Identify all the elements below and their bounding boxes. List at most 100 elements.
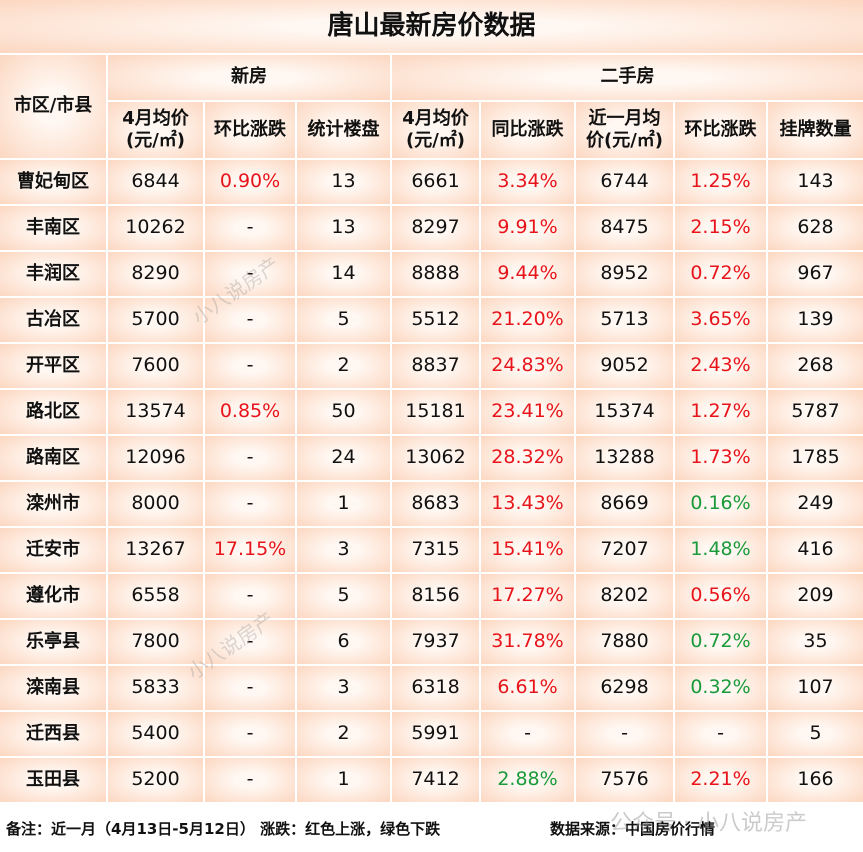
table-cell: - <box>675 712 766 756</box>
table-cell: 23.41% <box>481 390 574 434</box>
table-title: 唐山最新房价数据 <box>0 0 863 53</box>
column-header: 挂牌数量 <box>768 102 863 158</box>
district-name: 迁西县 <box>0 712 106 756</box>
table-cell: 5 <box>768 712 863 756</box>
table-cell: 5833 <box>108 666 203 710</box>
table-cell: 2.15% <box>675 206 766 250</box>
table-cell: 8888 <box>392 252 479 296</box>
table-cell: 14 <box>297 252 390 296</box>
table-cell: - <box>205 206 295 250</box>
table-cell: 5713 <box>576 298 673 342</box>
table-cell: 6844 <box>108 160 203 204</box>
district-name: 路北区 <box>0 390 106 434</box>
footer-note: 备注：近一月（4月13日-5月12日） 涨跌：红色上涨，绿色下跌 <box>6 820 441 838</box>
district-name: 滦州市 <box>0 482 106 526</box>
table-cell: 967 <box>768 252 863 296</box>
table-cell: 13 <box>297 160 390 204</box>
table-cell: 0.32% <box>675 666 766 710</box>
table-cell: 1785 <box>768 436 863 480</box>
table-cell: 3 <box>297 666 390 710</box>
table-cell: 13.43% <box>481 482 574 526</box>
table-cell: 7937 <box>392 620 479 664</box>
table-cell: 8156 <box>392 574 479 618</box>
table-cell: 6318 <box>392 666 479 710</box>
table-cell: 2.88% <box>481 758 574 802</box>
table-cell: 17.27% <box>481 574 574 618</box>
table-cell: 5400 <box>108 712 203 756</box>
district-name: 滦南县 <box>0 666 106 710</box>
table-cell: 12096 <box>108 436 203 480</box>
table-cell: 3.34% <box>481 160 574 204</box>
table-cell: 2.43% <box>675 344 766 388</box>
table-cell: 7576 <box>576 758 673 802</box>
table-cell: - <box>481 712 574 756</box>
table-cell: 5512 <box>392 298 479 342</box>
table-cell: - <box>205 252 295 296</box>
column-header: 近一月均 价(元/㎡) <box>576 102 673 158</box>
table-cell: 13288 <box>576 436 673 480</box>
group-header: 二手房 <box>392 55 863 100</box>
table-cell: - <box>205 482 295 526</box>
table-cell: 1 <box>297 482 390 526</box>
table-cell: 5 <box>297 574 390 618</box>
table-cell: 7207 <box>576 528 673 572</box>
table-cell: 3 <box>297 528 390 572</box>
table-cell: 5991 <box>392 712 479 756</box>
district-name: 古冶区 <box>0 298 106 342</box>
table-cell: 107 <box>768 666 863 710</box>
table-cell: 1.25% <box>675 160 766 204</box>
table-cell: 13574 <box>108 390 203 434</box>
column-header: 统计楼盘 <box>297 102 390 158</box>
table-cell: 8475 <box>576 206 673 250</box>
table-cell: 8297 <box>392 206 479 250</box>
table-cell: 5200 <box>108 758 203 802</box>
watermark: 公众号 · 小八说房产 <box>610 811 807 836</box>
table-cell: 209 <box>768 574 863 618</box>
table-cell: 13 <box>297 206 390 250</box>
table-cell: 1 <box>297 758 390 802</box>
column-header: 4月均价 (元/㎡) <box>392 102 479 158</box>
table-cell: - <box>205 344 295 388</box>
table-cell: - <box>576 712 673 756</box>
table-cell: - <box>205 758 295 802</box>
table-cell: 6 <box>297 620 390 664</box>
table-cell: - <box>205 620 295 664</box>
table-cell: 1.27% <box>675 390 766 434</box>
table-cell: 17.15% <box>205 528 295 572</box>
table-cell: 8202 <box>576 574 673 618</box>
table-cell: 5787 <box>768 390 863 434</box>
table-cell: 21.20% <box>481 298 574 342</box>
district-name: 路南区 <box>0 436 106 480</box>
table-cell: 6661 <box>392 160 479 204</box>
table-cell: 5700 <box>108 298 203 342</box>
table-cell: 0.72% <box>675 252 766 296</box>
table-cell: 2 <box>297 344 390 388</box>
table-cell: 7800 <box>108 620 203 664</box>
table-cell: 0.85% <box>205 390 295 434</box>
table-cell: 31.78% <box>481 620 574 664</box>
corner-header: 市区/市县 <box>0 55 106 158</box>
table-cell: 1.48% <box>675 528 766 572</box>
footer-source: 数据来源：中国房价行情 <box>550 820 716 838</box>
table-cell: 0.90% <box>205 160 295 204</box>
table-cell: - <box>205 712 295 756</box>
table-cell: 249 <box>768 482 863 526</box>
table-cell: 24 <box>297 436 390 480</box>
table-cell: 0.72% <box>675 620 766 664</box>
column-header: 环比涨跌 <box>675 102 766 158</box>
table-cell: 143 <box>768 160 863 204</box>
district-name: 丰南区 <box>0 206 106 250</box>
table-cell: 5 <box>297 298 390 342</box>
table-cell: 7315 <box>392 528 479 572</box>
table-cell: 8837 <box>392 344 479 388</box>
table-cell: 166 <box>768 758 863 802</box>
table-cell: 28.32% <box>481 436 574 480</box>
table-cell: 24.83% <box>481 344 574 388</box>
district-name: 迁安市 <box>0 528 106 572</box>
table-cell: 8290 <box>108 252 203 296</box>
table-cell: 0.56% <box>675 574 766 618</box>
district-name: 丰润区 <box>0 252 106 296</box>
table-cell: 7600 <box>108 344 203 388</box>
district-name: 遵化市 <box>0 574 106 618</box>
table-cell: 7412 <box>392 758 479 802</box>
